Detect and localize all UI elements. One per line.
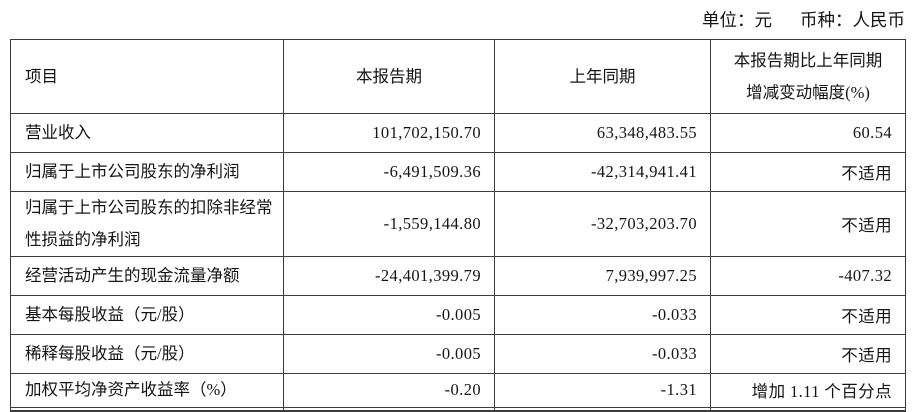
cell-prior-period: 7,939,997.25 [494,256,711,297]
cell-current-period: -0.005 [283,334,495,375]
cell-current-period: -1,559,144.80 [283,190,495,258]
table-row: 稀释每股收益（元/股） -0.005 -0.033 不适用 [10,334,906,375]
header-row: 项目 本报告期 上年同期 本报告期比上年同期 增减变动幅度(%) [10,39,906,114]
cell-prior-period: -0.033 [494,334,711,375]
table-row: 经营活动产生的现金流量净额 -24,401,399.79 7,939,997.2… [10,256,906,297]
cell-item: 加权平均净资产收益率（%） [10,373,284,408]
table-row: 加权平均净资产收益率（%） -0.20 -1.31 增加 1.11 个百分点 [10,373,906,408]
cell-prior-period: -1.31 [494,373,711,408]
table-row: 归属于上市公司股东的净利润 -6,491,509.36 -42,314,941.… [10,152,906,192]
cell-current-period: -24,401,399.79 [283,256,495,297]
partial-next-row [10,406,906,412]
cell-prior-period: 63,348,483.55 [494,113,711,153]
cell-change: 不适用 [710,295,906,336]
unit-currency-caption: 单位：元 币种：人民币 [702,7,905,32]
header-change-line2: 增减变动幅度(%) [746,82,870,102]
cell-change: 不适用 [710,152,906,192]
cell-item: 营业收入 [10,113,284,153]
header-prior-period: 上年同期 [494,39,711,114]
cell-item: 归属于上市公司股东的净利润 [10,152,284,192]
cell-change: 60.54 [710,113,906,153]
cell-current-period: -6,491,509.36 [283,152,495,192]
table-row: 归属于上市公司股东的扣除非经常性损益的净利润 -1,559,144.80 -32… [10,190,906,258]
cell-change: 不适用 [710,190,906,258]
unit-label: 单位：元 [702,10,772,30]
cell-current-period: -0.20 [283,373,495,408]
cell-item: 归属于上市公司股东的扣除非经常性损益的净利润 [10,190,284,258]
cell-change: 增加 1.11 个百分点 [710,373,906,408]
cell-change: 不适用 [710,334,906,375]
cell-current-period: -0.005 [283,295,495,336]
cell-prior-period: -42,314,941.41 [494,152,711,192]
table-row: 营业收入 101,702,150.70 63,348,483.55 60.54 [10,113,906,153]
cell-prior-period: -32,703,203.70 [494,190,711,258]
cell-item: 稀释每股收益（元/股） [10,334,284,375]
cell-current-period: 101,702,150.70 [283,113,495,153]
financial-summary-table: 项目 本报告期 上年同期 本报告期比上年同期 增减变动幅度(%) 营业收入 10… [10,39,906,412]
cell-change: -407.32 [710,256,906,297]
table-row: 基本每股收益（元/股） -0.005 -0.033 不适用 [10,295,906,336]
cell-prior-period: -0.033 [494,295,711,336]
cell-item: 经营活动产生的现金流量净额 [10,256,284,297]
cell-item: 基本每股收益（元/股） [10,295,284,336]
header-change: 本报告期比上年同期 增减变动幅度(%) [710,39,906,114]
header-change-line1: 本报告期比上年同期 [733,51,883,71]
header-item: 项目 [10,39,284,114]
currency-label: 币种：人民币 [800,10,905,30]
header-current-period: 本报告期 [283,39,495,114]
